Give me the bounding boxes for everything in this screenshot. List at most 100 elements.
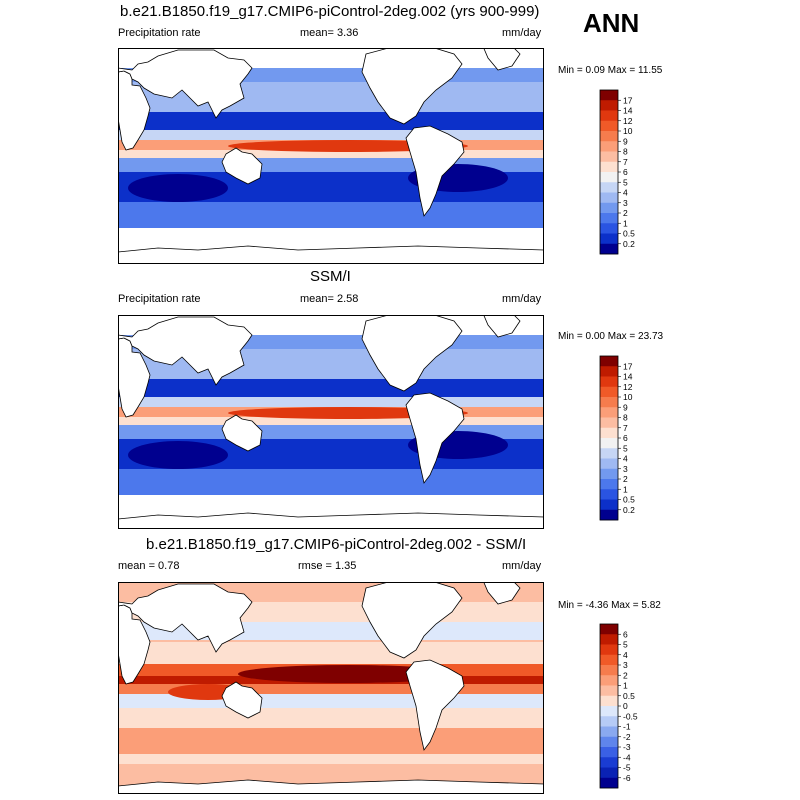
colorbar-label: 10 [623, 126, 633, 136]
field-band [118, 708, 544, 728]
coastline [118, 512, 544, 529]
colorbar-label: 8 [623, 147, 628, 157]
coastline [221, 414, 263, 452]
panel-3-units-label: mm/day [502, 560, 542, 572]
colorbar-swatch [600, 161, 618, 173]
colorbar-swatch [600, 479, 618, 490]
colorbar-swatch [600, 634, 618, 645]
colorbar-swatch [600, 386, 618, 398]
panel-2-map [118, 315, 544, 529]
colorbar-swatch [600, 777, 618, 789]
colorbar-swatch [600, 110, 618, 122]
colorbar-label: 0.2 [623, 505, 635, 515]
colorbar-swatch [600, 356, 618, 367]
colorbar-swatch [600, 243, 618, 255]
colorbar-swatch [600, 757, 618, 768]
panel-1-variable-label: Precipitation rate [118, 27, 201, 39]
panel-2-minmax-label: Min = 0.00 Max = 23.73 [558, 331, 664, 342]
field-band [118, 728, 544, 754]
colorbar-label: 1 [623, 218, 628, 228]
colorbar-label: -2 [623, 732, 631, 742]
coastline [405, 659, 465, 751]
colorbar-label: -3 [623, 742, 631, 752]
map-frame [118, 582, 544, 794]
colorbar-swatch [600, 192, 618, 204]
coastline [483, 315, 521, 338]
colorbar-swatch [600, 131, 618, 142]
colorbar-swatch [600, 427, 618, 439]
colorbar-label: 3 [623, 660, 628, 670]
field-feature [128, 174, 228, 202]
field-band [118, 379, 544, 397]
colorbar-label: 8 [623, 413, 628, 423]
colorbar-label: 3 [623, 198, 628, 208]
colorbar-label: 2 [623, 474, 628, 484]
panel-1-units-label: mm/day [502, 27, 542, 39]
coastline [118, 49, 253, 119]
colorbar-swatch [600, 376, 618, 388]
field-band [118, 754, 544, 764]
colorbar-swatch [600, 654, 618, 666]
colorbar-label: -4 [623, 752, 631, 762]
colorbar-swatch [600, 141, 618, 152]
colorbar-label: 4 [623, 188, 628, 198]
colorbar-swatch [600, 100, 618, 111]
colorbar-label: 4 [623, 650, 628, 660]
panel-3-title: b.e21.B1850.f19_g17.CMIP6-piControl-2deg… [146, 536, 527, 553]
continents [118, 48, 544, 264]
panel-3-map [118, 582, 544, 794]
colorbar-swatch [600, 747, 618, 758]
colorbar-label: 3 [623, 464, 628, 474]
colorbar-swatch [600, 509, 618, 521]
panel-3-rmse-label: rmse = 1.35 [298, 560, 357, 572]
colorbar-label: 10 [623, 392, 633, 402]
colorbar-swatch [600, 624, 618, 635]
field-band [118, 684, 544, 694]
panel-3-mean-label: mean = 0.78 [118, 560, 180, 572]
field-band [118, 130, 544, 140]
colorbar-swatch [600, 685, 618, 697]
colorbar-swatch [600, 172, 618, 183]
map-frame [118, 315, 544, 529]
colorbar-swatch [600, 397, 618, 408]
colorbar-label: 0.5 [623, 495, 635, 505]
colorbar-swatch [600, 223, 618, 234]
colorbar-swatch [600, 468, 618, 480]
colorbar-label: 9 [623, 136, 628, 146]
colorbar-label: 5 [623, 640, 628, 650]
field-band [118, 150, 544, 158]
field-feature [238, 665, 458, 683]
colorbar-label: 5 [623, 443, 628, 453]
map-field [118, 582, 544, 794]
field-band [118, 112, 544, 130]
colorbar-label: 6 [623, 167, 628, 177]
season-label: ANN [583, 8, 640, 38]
colorbar-swatch [600, 448, 618, 459]
colorbar-label: 7 [623, 423, 628, 433]
colorbar-swatch [600, 499, 618, 511]
field-band [118, 397, 544, 407]
colorbar-swatch [600, 151, 618, 163]
colorbar-swatch [600, 706, 618, 717]
colorbar-label: 1 [623, 484, 628, 494]
colorbar-label: 14 [623, 106, 633, 116]
colorbar-swatch [600, 417, 618, 429]
colorbar-label: 14 [623, 372, 633, 382]
colorbar-label: 12 [623, 382, 633, 392]
colorbar-swatch [600, 366, 618, 377]
colorbar-swatch [600, 458, 618, 470]
coastline [118, 583, 253, 653]
coastline [221, 147, 263, 185]
coastline [118, 779, 544, 794]
field-band [118, 202, 544, 228]
colorbar-label: 2 [623, 208, 628, 218]
colorbar-swatch [600, 644, 618, 656]
colorbar-label: -1 [623, 722, 631, 732]
coastline [405, 125, 465, 217]
panel-2-title: SSM/I [310, 268, 351, 285]
panel-2-variable-label: Precipitation rate [118, 293, 201, 305]
panel-1-title: b.e21.B1850.f19_g17.CMIP6-piControl-2deg… [120, 3, 540, 20]
colorbar-label: -0.5 [623, 711, 638, 721]
panel-2-mean-label: mean= 2.58 [300, 293, 359, 305]
